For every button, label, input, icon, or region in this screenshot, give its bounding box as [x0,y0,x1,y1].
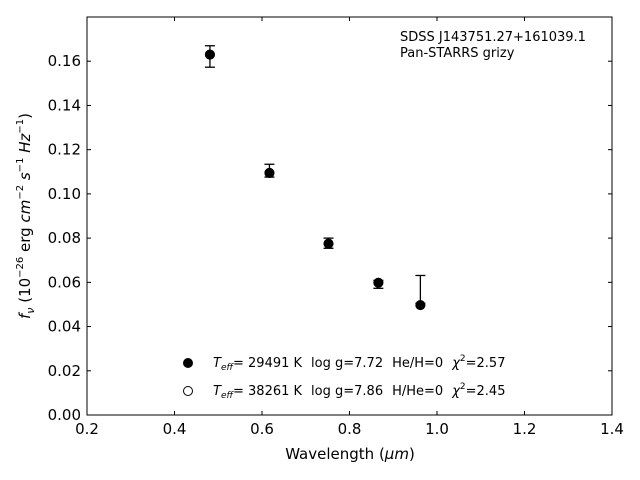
x-tick-label: 0.6 [250,420,274,438]
tick-labels: 0.2 0.4 0.6 0.8 1.0 1.2 1.4 0.00 0.02 0.04 0.06 0.0… [48,52,624,438]
model-point-filled [204,49,215,60]
y-tick-label: 0.10 [48,185,81,203]
legend-marker-open [183,386,193,396]
model-point-filled [415,300,426,311]
x-tick-label: 1.0 [425,420,449,438]
model-point-filled [323,238,334,249]
model-point-filled [373,277,384,288]
annotation-survey: Pan-STARRS grizy [400,46,515,61]
x-tick-label: 1.4 [600,420,624,438]
model-point-filled [264,167,275,178]
x-tick-label: 0.4 [163,420,187,438]
ticks [86,17,613,416]
y-tick-label: 0.14 [48,96,81,114]
y-axis-title: fν (10−26 erg cm−2 s−1 Hz−1) [15,113,37,319]
legend-marker-filled [183,358,193,368]
y-tick-label: 0.00 [48,406,81,424]
y-tick-label: 0.08 [48,229,81,247]
error-bars [204,45,426,304]
x-tick-label: 0.2 [75,420,99,438]
x-tick-label: 0.8 [338,420,362,438]
y-tick-label: 0.12 [48,141,81,159]
x-axis-title: Wavelength (μm) [285,445,415,463]
y-tick-label: 0.06 [48,273,81,291]
y-tick-label: 0.16 [48,52,81,70]
y-tick-label: 0.04 [48,318,81,336]
y-tick-label: 0.02 [48,362,81,380]
data-markers [204,49,426,311]
x-tick-label: 1.2 [513,420,537,438]
annotation-object-name: SDSS J143751.27+161039.1 [400,30,586,45]
